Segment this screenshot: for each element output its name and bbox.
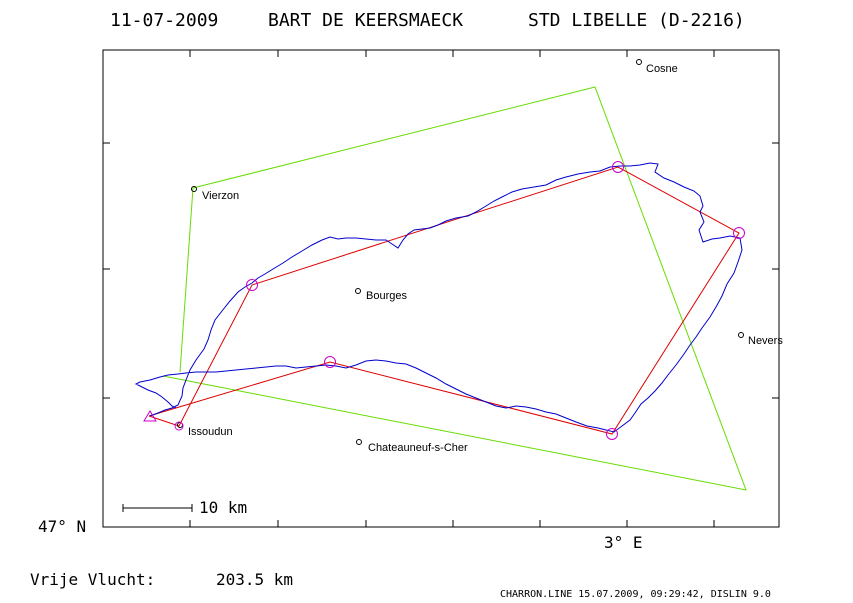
turnpoint-1: [246, 279, 258, 291]
start-triangle: [143, 410, 157, 422]
city-vierzon: Vierzon: [202, 190, 239, 202]
result-distance: 203.5 km: [216, 570, 293, 589]
scale-bar: 10 km: [122, 498, 247, 517]
sector-polygon: [162, 86, 747, 491]
glider-name: STD LIBELLE (D-2216): [528, 10, 745, 31]
city-chateauneuf: Chateauneuf-s-Cher: [368, 442, 468, 454]
task-route: [148, 166, 740, 435]
turnpoints: [143, 161, 745, 440]
turnpoint-5: [324, 356, 336, 368]
finish-point: [174, 421, 184, 431]
city-markers: Cosne Vierzon Bourges Nevers Issoudun Ch…: [177, 59, 783, 454]
longitude-label: 3° E: [604, 533, 643, 552]
city-cosne: Cosne: [646, 63, 678, 75]
turnpoint-3: [733, 227, 745, 239]
map-frame: [102, 49, 780, 528]
result-label: Vrije Vlucht:: [30, 570, 155, 589]
pilot-name: BART DE KEERSMAECK: [268, 10, 463, 31]
scale-bar-label: 10 km: [199, 498, 247, 517]
flight-date: 11-07-2009: [110, 10, 218, 31]
latitude-label: 47° N: [38, 517, 86, 536]
city-bourges: Bourges: [366, 290, 407, 302]
turnpoint-4: [606, 428, 618, 440]
city-nevers: Nevers: [748, 335, 783, 347]
city-issoudun: Issoudun: [188, 426, 233, 438]
axis-ticks: [103, 50, 779, 527]
footer-credit: CHARRON.LINE 15.07.2009, 09:29:42, DISLI…: [500, 589, 771, 600]
turnpoint-2: [612, 161, 624, 173]
sector-polygon-left: [179, 187, 194, 373]
flight-track: [134, 162, 743, 433]
